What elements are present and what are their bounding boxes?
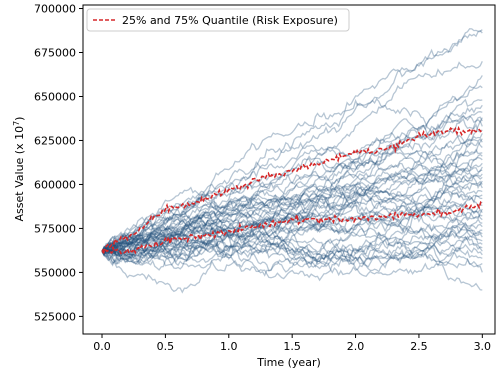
simulated-path xyxy=(101,115,483,253)
y-axis-label: Asset Value (x 107) xyxy=(12,117,26,222)
simulated-path xyxy=(101,111,483,252)
plot-area xyxy=(82,4,496,335)
simulated-path xyxy=(101,181,483,260)
plot-background xyxy=(83,5,495,334)
simulated-path xyxy=(101,187,483,252)
simulated-path xyxy=(101,192,483,252)
x-axis-label: Time (year) xyxy=(256,356,321,369)
simulated-path xyxy=(101,149,483,252)
simulated-path xyxy=(101,75,483,254)
y-tick-label: 600000 xyxy=(34,178,76,191)
y-tick-label: 550000 xyxy=(34,266,76,279)
simulated-path xyxy=(101,174,483,265)
simulated-path xyxy=(101,156,483,261)
simulated-path xyxy=(101,28,483,252)
simulated-path xyxy=(101,238,483,282)
simulated-path xyxy=(101,85,483,252)
simulated-path xyxy=(101,138,483,252)
x-tick-label: 2.0 xyxy=(347,340,365,353)
simulated-path xyxy=(101,225,483,294)
legend-box xyxy=(86,8,350,32)
simulated-path xyxy=(101,161,483,254)
simulated-path xyxy=(101,209,483,252)
simulated-path xyxy=(101,216,483,260)
legend-label: 25% and 75% Quantile (Risk Exposure) xyxy=(122,14,338,27)
simulated-path xyxy=(101,148,483,254)
simulated-path xyxy=(101,210,483,254)
simulated-path xyxy=(101,134,483,256)
simulated-path xyxy=(101,191,483,263)
simulated-path xyxy=(101,223,483,266)
x-tick-label: 2.5 xyxy=(410,340,428,353)
simulated-path xyxy=(101,236,483,272)
x-tick-label: 3.0 xyxy=(474,340,492,353)
simulated-path xyxy=(101,166,483,252)
simulated-path xyxy=(101,128,483,265)
y-axis-label-suffix: ) xyxy=(13,117,26,121)
simulated-path xyxy=(101,104,483,253)
simulated-path xyxy=(101,239,483,269)
x-tick-label: 0.0 xyxy=(93,340,111,353)
simulated-path xyxy=(101,170,483,270)
quantile-line xyxy=(101,125,483,252)
y-tick-label: 700000 xyxy=(34,3,76,16)
y-tick-label: 575000 xyxy=(34,222,76,235)
plot-frame xyxy=(82,4,496,335)
x-tick-label: 0.5 xyxy=(157,340,175,353)
y-axis-label-exponent: 7 xyxy=(12,121,21,126)
x-tick-label: 1.0 xyxy=(220,340,238,353)
simulated-path xyxy=(101,200,483,257)
y-tick-label: 525000 xyxy=(34,310,76,323)
simulated-path xyxy=(101,205,483,260)
quantile-lines xyxy=(101,125,483,255)
y-tick-label: 650000 xyxy=(34,90,76,103)
quantile-line xyxy=(101,200,483,255)
simulated-path xyxy=(101,241,483,277)
y-tick-label: 675000 xyxy=(34,47,76,60)
x-axis: 0.0 0.5 1.0 1.5 2.0 2.5 3.0 xyxy=(93,334,491,353)
simulated-path xyxy=(101,29,483,255)
simulated-path xyxy=(101,117,483,257)
simulated-path xyxy=(101,164,483,255)
legend: 25% and 75% Quantile (Risk Exposure) xyxy=(86,8,350,32)
simulated-path xyxy=(101,232,483,271)
simulated-path xyxy=(101,218,483,259)
y-axis-label-text: Asset Value (x 10 xyxy=(13,126,26,222)
simulated-path xyxy=(101,119,483,264)
simulated-path xyxy=(101,104,483,258)
simulated-path xyxy=(101,218,483,267)
simulated-path xyxy=(101,196,483,259)
simulated-path xyxy=(101,98,483,262)
y-axis: 525000 550000 575000 600000 625000 650000 6750… xyxy=(34,3,83,323)
simulated-path xyxy=(101,168,483,259)
x-tick-label: 1.5 xyxy=(283,340,301,353)
simulated-path xyxy=(101,170,483,257)
y-tick-label: 625000 xyxy=(34,134,76,147)
